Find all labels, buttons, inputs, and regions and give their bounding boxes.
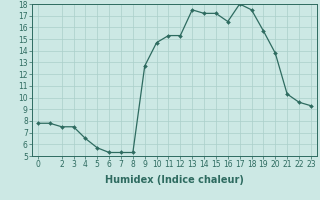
X-axis label: Humidex (Indice chaleur): Humidex (Indice chaleur) — [105, 175, 244, 185]
